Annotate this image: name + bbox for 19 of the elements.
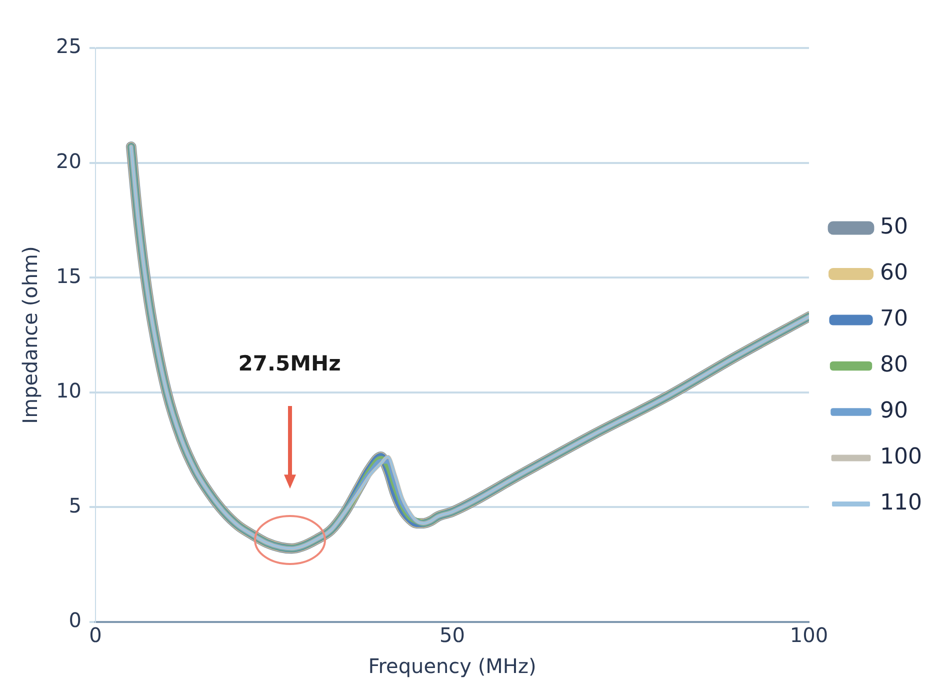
x-axis-title: Frequency (MHz) — [368, 654, 536, 678]
y-tick-label: 0 — [68, 608, 82, 632]
x-tick-label: 0 — [89, 623, 102, 648]
legend-label: 100 — [880, 444, 922, 470]
legend-label: 60 — [880, 260, 908, 286]
y-axis-title: Impedance (ohm) — [18, 246, 42, 424]
y-tick-label: 5 — [68, 493, 82, 518]
x-tick-label: 50 — [440, 623, 465, 648]
x-tick-label: 100 — [790, 623, 828, 648]
y-tick-label: 10 — [56, 378, 82, 403]
y-tick-label: 15 — [56, 264, 82, 288]
annotation: 27.5MHz — [238, 351, 341, 376]
legend-label: 80 — [880, 352, 908, 378]
legend-label: 110 — [880, 490, 922, 516]
legend-label: 50 — [880, 214, 908, 240]
legend-label: 70 — [880, 306, 908, 332]
legend-label: 90 — [880, 398, 908, 424]
y-tick-label: 25 — [56, 34, 82, 58]
y-tick-label: 20 — [56, 149, 82, 174]
